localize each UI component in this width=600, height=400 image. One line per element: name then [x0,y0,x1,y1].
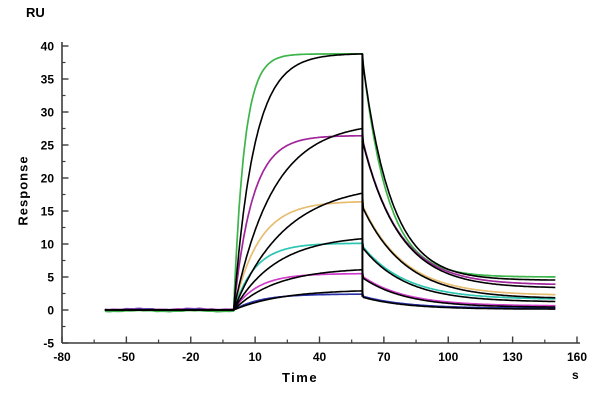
y-tick-label: 5 [47,271,54,285]
fit-curve-conc-4 [104,237,556,311]
series-curve-conc-1-highest [104,53,556,313]
fit-curve-conc-6-lowest [104,290,556,311]
fit-curve-conc-1-highest [104,53,556,311]
x-tick-label: 10 [248,350,262,364]
fit-curve-conc-5 [104,268,556,311]
y-tick-label: 15 [41,205,55,219]
y-tick-label: 25 [41,139,55,153]
x-axis-unit-label: s [572,368,579,382]
x-tick-label: 100 [438,350,458,364]
series-curve-conc-6-lowest [104,293,556,312]
y-tick-label: 0 [47,304,54,318]
x-tick-label: 160 [567,350,587,364]
y-tick-label: 35 [41,73,55,87]
x-tick-label: -80 [53,350,71,364]
fit-curve-conc-2 [104,127,556,311]
y-tick-label: -5 [43,337,54,351]
y-tick-label: 30 [41,106,55,120]
y-tick-label: 10 [41,238,55,252]
y-tick-label: 40 [41,40,55,54]
fit-curve-conc-3 [104,192,556,311]
x-tick-label: 70 [377,350,391,364]
x-tick-label: -50 [118,350,136,364]
series-curve-conc-5 [104,272,556,311]
x-tick-label: 130 [503,350,523,364]
x-axis-title: Time [281,370,319,385]
series-curve-conc-4 [104,242,556,311]
x-tick-label: 40 [313,350,327,364]
x-tick-label: -20 [182,350,200,364]
y-axis-unit-label: RU [26,5,45,20]
y-tick-label: 20 [41,172,55,186]
